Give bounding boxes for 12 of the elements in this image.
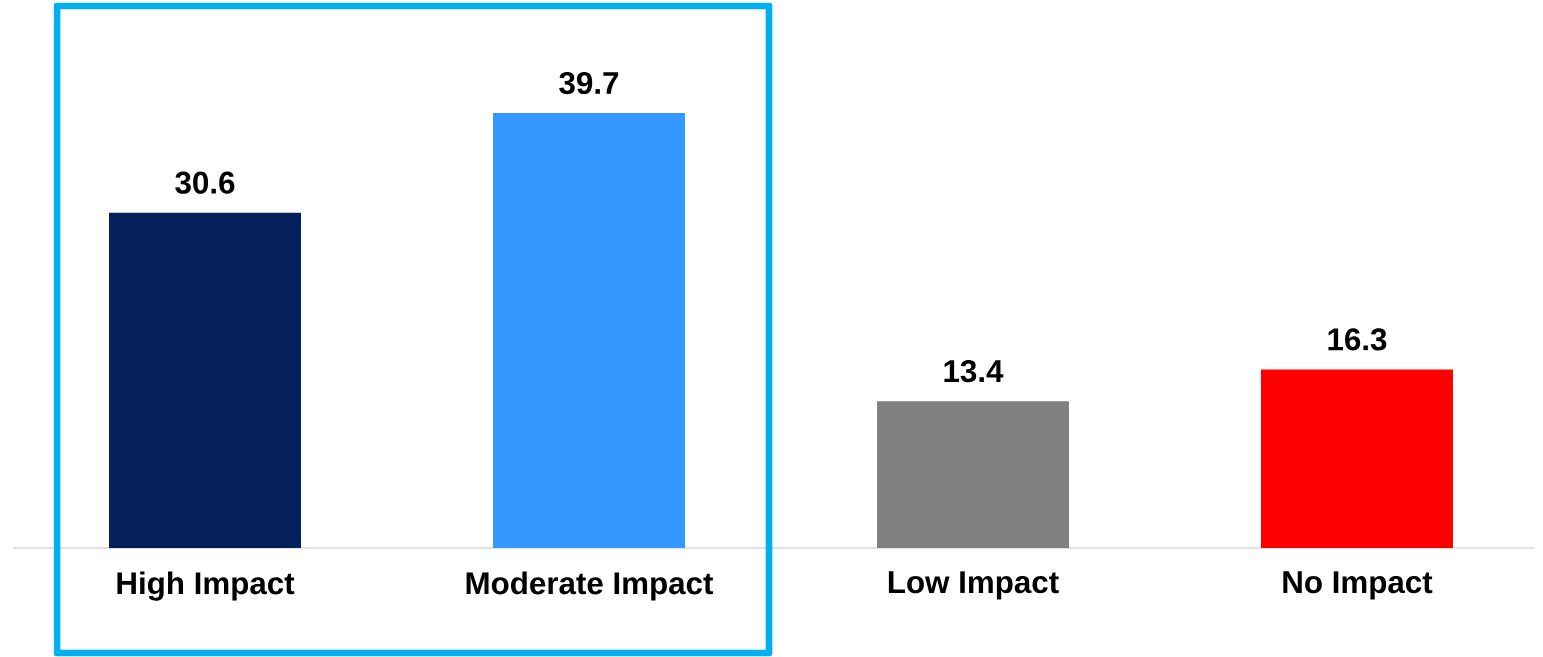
bar [109,212,302,548]
data-label: 30.6 [175,171,235,194]
x-tick-label: Low Impact [888,571,1059,600]
x-tick-label: No Impact [1283,571,1433,600]
bar [1260,369,1453,548]
x-tick-label: High Impact [117,571,295,601]
data-label: 39.7 [559,71,619,95]
data-label: 13.4 [944,360,1004,383]
bar [876,401,1069,548]
data-label: 16.3 [1328,328,1387,351]
x-tick-label: Moderate Impact [466,571,714,601]
bar [493,113,685,548]
